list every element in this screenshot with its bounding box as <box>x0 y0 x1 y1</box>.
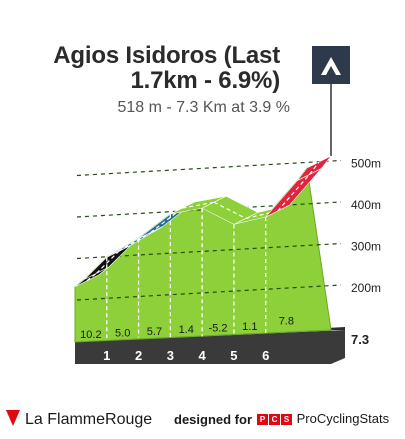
designed-for-label: designed for <box>174 412 253 427</box>
y-tick-label: 400m <box>351 198 381 212</box>
y-tick-label: 500m <box>351 156 381 170</box>
segment-gradient-label: 5.0 <box>115 327 130 339</box>
lfr-brand-name: La FlammeRouge <box>25 411 153 428</box>
pcs-letter: P <box>257 414 268 425</box>
road-centre-line <box>245 210 278 220</box>
grid-line <box>76 159 342 177</box>
climb-subtitle: 518 m - 7.3 Km at 3.9 % <box>117 99 290 116</box>
km-marker: 3 <box>167 348 174 363</box>
mountain-icon <box>312 46 350 84</box>
pcs-name: ProCyclingStats <box>296 411 390 426</box>
segment-gradient-label: 10.2 <box>80 329 101 341</box>
road-centre-line <box>277 174 310 212</box>
road-centre-line <box>308 161 320 175</box>
road-centre-line <box>213 201 247 219</box>
road-centre-line <box>86 272 97 282</box>
km-marker: 5 <box>230 348 237 363</box>
segment-gradient-label: 1.4 <box>179 324 194 336</box>
segment-gradient-label: -5.2 <box>209 323 228 335</box>
pcs-letter: C <box>269 414 280 425</box>
km-marker: 4 <box>199 348 207 363</box>
distance-label: 7.3 <box>351 332 369 347</box>
climb-title-line-2: 1.7km - 6.9%) <box>130 67 281 94</box>
segment-gradient-label: 5.7 <box>147 326 162 338</box>
profile-labels: 200m 300m 400m 500m 1 2 3 4 5 6 10.2 5.0 5.7 1.4 -5.2 1… <box>80 156 381 363</box>
profile-base-slab <box>75 328 345 364</box>
climb-title-line-1: Agios Isidoros (Last <box>53 42 280 69</box>
climb-title: Agios Isidoros (Last 1.7km - 6.9%) <box>0 43 280 93</box>
km-marker: 6 <box>262 348 269 363</box>
road-centre-line <box>182 201 215 209</box>
flamme-rouge-icon <box>6 410 20 426</box>
km-marker: 2 <box>135 348 142 363</box>
km-marker: 1 <box>103 348 110 363</box>
km-dividers <box>106 208 267 338</box>
y-tick-label: 300m <box>351 239 381 253</box>
y-tick-label: 200m <box>351 281 381 295</box>
road-centre-line <box>118 232 151 252</box>
road-centre-line <box>96 250 120 274</box>
pcs-letter: S <box>281 414 292 425</box>
profile-road <box>74 155 332 287</box>
climb-profile-chart: 200m 300m 400m 500m 1 2 3 4 5 6 10.2 5.0 5.7 1.4 -5.2 1… <box>74 84 381 364</box>
segment-gradient-label: 7.8 <box>279 315 294 327</box>
lfr-logo[interactable]: La FlammeRouge <box>6 410 152 429</box>
segment-gradient-label: 1.1 <box>242 321 257 333</box>
